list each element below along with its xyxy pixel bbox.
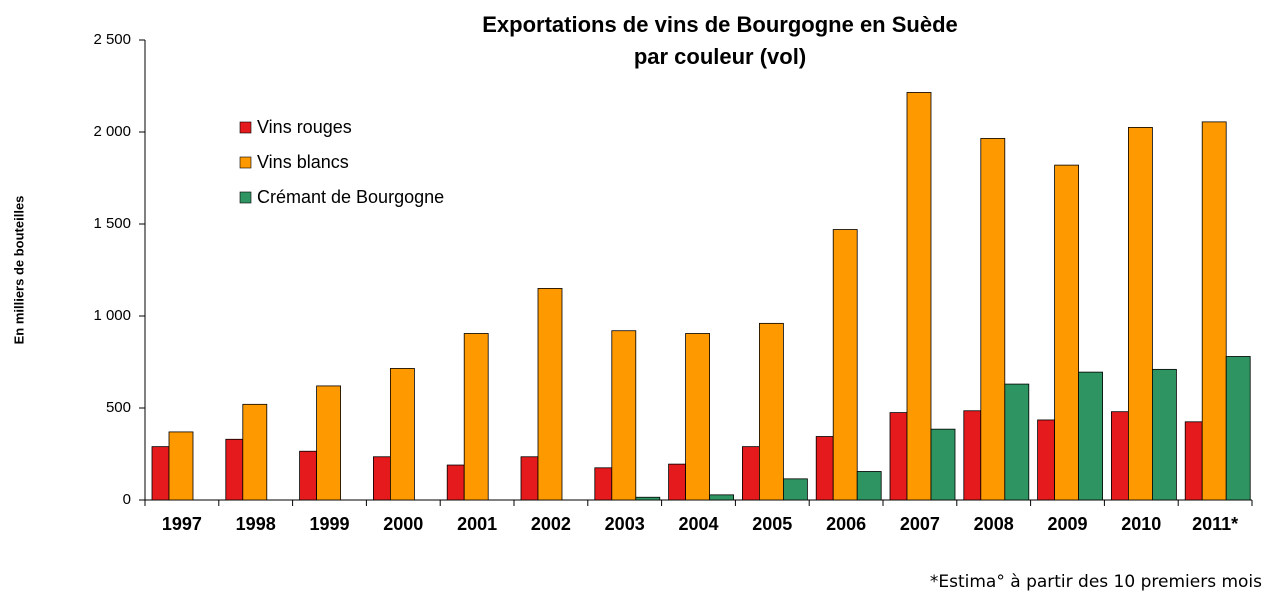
bar bbox=[389, 368, 415, 501]
x-tick-label: 2006 bbox=[826, 514, 866, 534]
x-tick-label: 2001 bbox=[457, 514, 497, 534]
x-tick-label: 1999 bbox=[309, 514, 349, 534]
y-tick-label: 1 500 bbox=[93, 215, 131, 232]
bar bbox=[759, 322, 784, 501]
bar bbox=[168, 431, 194, 501]
x-tick-label: 1997 bbox=[162, 514, 202, 534]
y-tick-label: 1 000 bbox=[93, 307, 131, 324]
legend-swatch bbox=[239, 156, 252, 169]
x-tick-label: 2007 bbox=[900, 514, 940, 534]
bar bbox=[242, 403, 268, 501]
bar bbox=[1111, 411, 1129, 501]
bar bbox=[594, 467, 613, 501]
y-tick-label: 2 500 bbox=[93, 31, 131, 48]
x-tick-label: 2000 bbox=[383, 514, 423, 534]
legend-label: Vins blancs bbox=[257, 152, 349, 172]
bar bbox=[1078, 371, 1103, 501]
bar bbox=[635, 496, 661, 501]
bar bbox=[537, 287, 563, 501]
legend-swatch bbox=[239, 121, 252, 134]
bar bbox=[963, 410, 982, 501]
bar bbox=[1128, 127, 1153, 501]
bar bbox=[372, 456, 391, 501]
bar bbox=[832, 229, 858, 501]
x-tick-label: 1998 bbox=[236, 514, 276, 534]
bar bbox=[930, 428, 956, 501]
bar bbox=[906, 92, 932, 501]
bar bbox=[742, 446, 760, 501]
chart-title: Exportations de vins de Bourgogne en Suè… bbox=[482, 12, 958, 37]
bar bbox=[1054, 164, 1079, 501]
bar bbox=[668, 463, 686, 501]
bar bbox=[1037, 419, 1055, 501]
bar bbox=[980, 138, 1006, 501]
bar bbox=[316, 385, 342, 501]
bar bbox=[709, 494, 734, 501]
y-tick-label: 500 bbox=[106, 399, 131, 416]
bar bbox=[889, 412, 908, 501]
bar bbox=[1004, 383, 1030, 501]
y-tick-label: 0 bbox=[123, 491, 131, 508]
chart-subtitle: par couleur (vol) bbox=[634, 44, 806, 69]
bar bbox=[1152, 368, 1177, 501]
bar bbox=[815, 436, 834, 501]
x-tick-label: 2011* bbox=[1192, 514, 1238, 534]
bar bbox=[783, 478, 808, 501]
x-tick-label: 2008 bbox=[974, 514, 1014, 534]
x-tick-label: 2009 bbox=[1047, 514, 1087, 534]
x-tick-label: 2004 bbox=[678, 514, 718, 534]
footnote: *Estima° à partir des 10 premiers mois bbox=[930, 572, 1262, 592]
x-tick-label: 2005 bbox=[752, 514, 792, 534]
y-tick-label: 2 000 bbox=[93, 123, 131, 140]
bar bbox=[1225, 356, 1251, 501]
bar bbox=[151, 446, 170, 501]
legend-label: Crémant de Bourgogne bbox=[257, 187, 444, 207]
x-tick-label: 2010 bbox=[1121, 514, 1161, 534]
bar bbox=[463, 333, 489, 501]
y-axis-label: En milliers de bouteilles bbox=[11, 196, 26, 345]
bar bbox=[446, 464, 465, 501]
legend-label: Vins rouges bbox=[257, 117, 352, 137]
bar bbox=[1184, 421, 1203, 501]
x-tick-label: 2002 bbox=[531, 514, 571, 534]
bar bbox=[225, 438, 244, 501]
bar bbox=[856, 471, 882, 501]
bar bbox=[520, 456, 539, 501]
bar bbox=[611, 330, 637, 501]
bar bbox=[685, 333, 710, 501]
bar bbox=[1201, 121, 1227, 501]
legend-swatch bbox=[239, 191, 252, 204]
x-tick-label: 2003 bbox=[605, 514, 645, 534]
bar bbox=[299, 450, 318, 501]
